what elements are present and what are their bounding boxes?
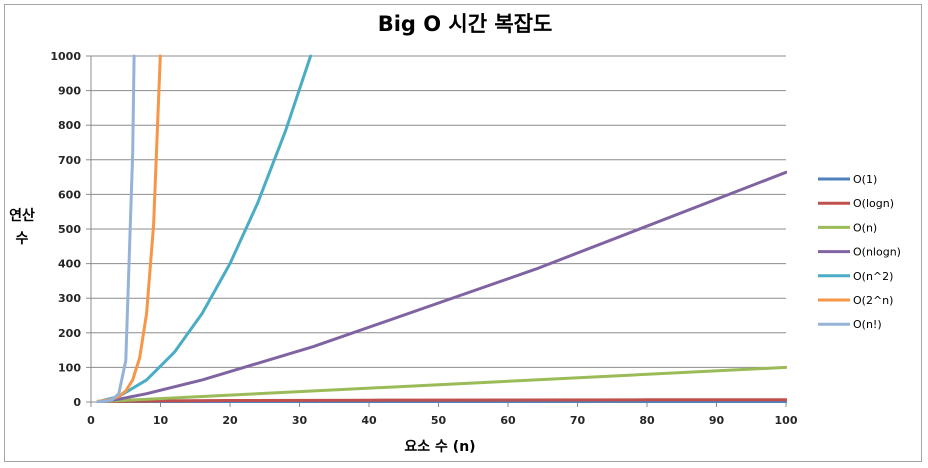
x-tick-label: 10 <box>153 414 169 427</box>
y-tick-label: 1000 <box>50 50 81 63</box>
legend-entry-label: O(n!) <box>853 318 882 331</box>
chart-title: Big O 시간 복잡도 <box>378 12 553 36</box>
legend-entry-label: O(nlogn) <box>853 246 901 259</box>
axes <box>90 56 787 407</box>
series-line-O(n^2) <box>96 54 313 403</box>
y-tick-label: 900 <box>58 85 81 98</box>
y-tick-label: 800 <box>58 119 81 132</box>
y-axis-label-line-1: 연산 <box>9 207 35 224</box>
y-tick-label: 600 <box>58 188 81 201</box>
legend-entry-label: O(2^n) <box>853 294 893 307</box>
x-tick-label: 80 <box>639 414 655 427</box>
x-tick-label: 20 <box>222 414 238 427</box>
y-tick-label: 0 <box>73 396 81 409</box>
legend: O(1) O(logn) O(n) O(nlogn) O(n^2) O(2^n) O(n!) <box>818 173 901 331</box>
x-tick-labels: 0 10 20 30 40 50 60 70 80 90 100 <box>87 414 798 427</box>
series-line-O(n) <box>96 365 787 403</box>
x-tick-label: 90 <box>709 414 725 427</box>
gridlines <box>86 55 786 403</box>
x-tick-label: 70 <box>570 414 586 427</box>
x-tick-label: 0 <box>87 414 95 427</box>
legend-entry-label: O(1) <box>853 173 877 186</box>
series-lines <box>96 54 787 403</box>
y-tick-labels: 0 100 200 300 400 500 600 700 800 900 1000 <box>50 50 81 409</box>
x-tick-label: 30 <box>292 414 308 427</box>
y-tick-label: 100 <box>58 361 81 374</box>
y-tick-label: 200 <box>58 327 81 340</box>
x-tick-label: 40 <box>361 414 377 427</box>
legend-entry-label: O(n) <box>853 221 877 234</box>
y-tick-label: 500 <box>58 223 81 236</box>
x-axis-label: 요소 수 (n) <box>404 439 475 455</box>
legend-entry-label: O(logn) <box>853 197 894 210</box>
chart-frame <box>4 4 922 462</box>
y-tick-label: 300 <box>58 292 81 305</box>
series-line-O(n!) <box>96 54 136 403</box>
x-tick-label: 50 <box>431 414 447 427</box>
x-tick-label: 60 <box>500 414 516 427</box>
x-tick-label: 100 <box>775 414 798 427</box>
y-axis-label-line-2: 수 <box>16 231 29 247</box>
y-tick-label: 400 <box>58 258 81 271</box>
legend-entry-label: O(n^2) <box>853 270 893 283</box>
y-tick-label: 700 <box>58 154 81 167</box>
